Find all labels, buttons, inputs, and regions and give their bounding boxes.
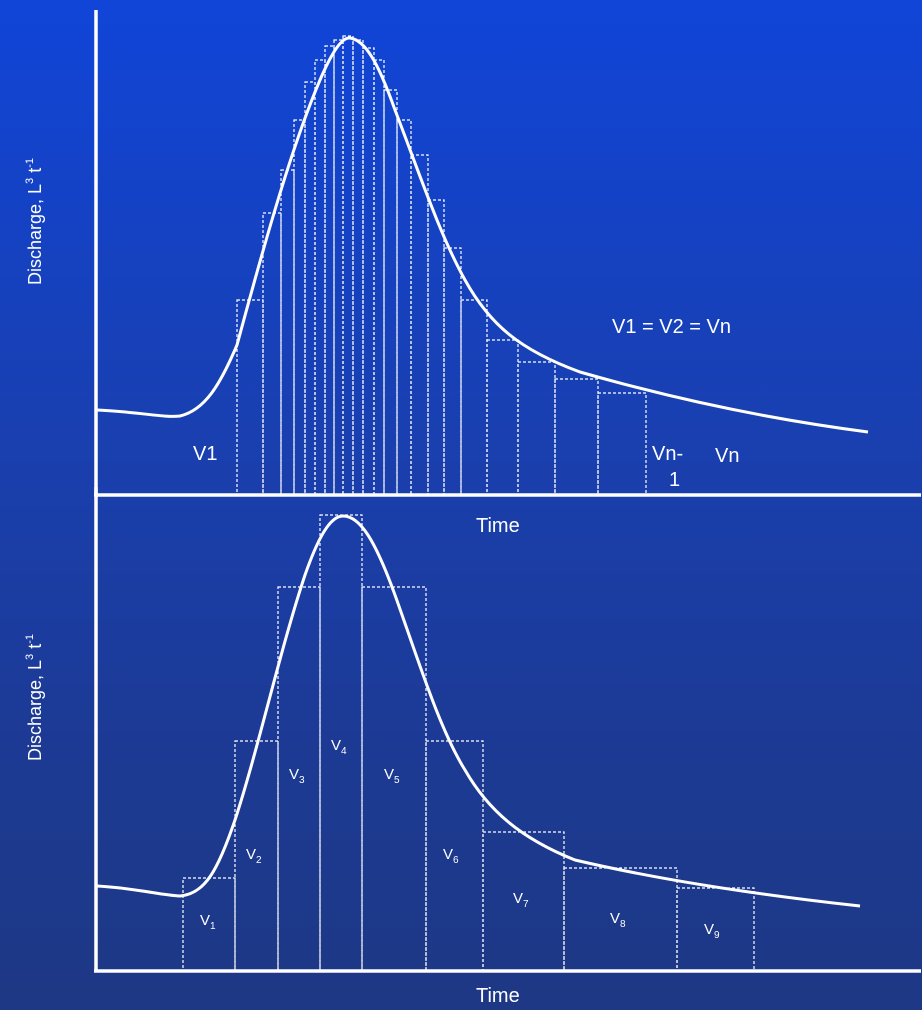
strip [314,59,326,496]
bottom-panel: Discharge, L3 t-1 Time V1 V2 V3 V4 V5 V6… [24,487,921,1007]
top-volume-strips [236,35,647,496]
label-v1: V1 [193,443,217,465]
strip [410,154,429,496]
volume-label-v4: V4 [331,737,347,757]
volume-label-v9: V9 [704,921,720,941]
bottom-y-axis-label: Discharge, L3 t-1 [24,634,45,761]
strip [352,39,364,496]
label-vn: Vn [715,445,739,467]
strip [262,212,282,496]
strip [373,59,385,496]
strip [443,247,462,496]
strip [304,81,316,496]
equal-volume-equation: V1 = V2 = Vn [612,316,731,338]
volume-label-v6: V6 [443,846,459,866]
bottom-volume-blocks [182,514,755,972]
label-vn-1-b: 1 [669,469,680,491]
strip [342,35,354,496]
bottom-hydrograph-curve [96,514,861,908]
volume-label-v8: V8 [610,910,626,930]
strip [324,45,335,496]
strip [486,339,519,496]
strip [383,89,398,496]
strip [362,47,375,496]
top-panel: Discharge, L3 t-1 Time V1 = V2 = Vn V1 V… [24,10,921,537]
strip [427,199,445,496]
volume-label-v2: V2 [246,846,262,866]
label-vn-1-a: Vn- [652,443,683,465]
top-y-axis-label: Discharge, L3 t-1 [24,158,45,285]
volume-label-v3: V3 [289,766,305,786]
strip [597,392,647,496]
volume-label-v7: V7 [513,890,529,910]
strip [517,361,556,496]
bottom-x-axis-label: Time [476,985,520,1007]
strip [554,378,599,496]
top-hydrograph-curve [96,36,869,434]
strip [333,39,344,496]
top-x-axis-label: Time [476,515,520,537]
strip [293,119,306,496]
volume-label-v1: V1 [200,912,216,932]
volume-label-v5: V5 [384,766,400,786]
strip [280,169,295,496]
strip [396,119,412,496]
strip [460,299,488,496]
